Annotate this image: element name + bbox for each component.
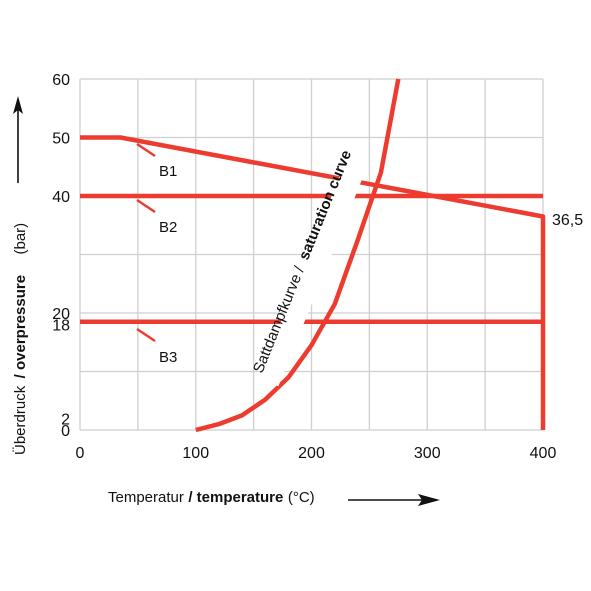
x-axis-title: Temperatur / temperature (°C) [108, 489, 315, 506]
b3-leader [136, 327, 156, 343]
x-axis-title-normal: Temperatur [108, 489, 184, 506]
b2-leader [136, 198, 156, 214]
y-tick-label: 40 [52, 189, 70, 206]
x-axis-arrow-icon [348, 494, 440, 506]
series-line-saturation-curve [195, 78, 401, 433]
b1-leader [136, 142, 156, 158]
y-axis-title-normal: Überdruck [11, 385, 29, 455]
y-axis-arrow-icon [13, 96, 23, 183]
b1-label: B1 [159, 163, 177, 180]
x-axis-title-bold: / temperature [188, 489, 283, 506]
x-tick-label: 300 [414, 445, 441, 462]
y-tick-label: 60 [52, 72, 70, 89]
series-group [80, 78, 546, 433]
b3-label: B3 [159, 349, 177, 366]
x-axis-ticks: 0 100 200 300 400 [76, 445, 557, 462]
y-tick-label: 0 [61, 423, 70, 440]
x-tick-label: 100 [182, 445, 209, 462]
x-tick-label: 400 [530, 445, 557, 462]
y-axis-title: Überdruck / overpressure (bar) [11, 223, 29, 455]
y-tick-label: 20 [52, 306, 70, 323]
y-axis-title-bold: / overpressure [12, 275, 29, 378]
y-tick-label: 18 [52, 318, 70, 335]
x-tick-label: 200 [298, 445, 325, 462]
y-tick-label: 2 [61, 411, 70, 428]
curve-label: Sattdampfkurve / saturation curve [250, 148, 355, 376]
x-tick-label: 0 [76, 445, 85, 462]
x-axis-title-unit: (°C) [288, 489, 315, 506]
y-tick-label: 50 [52, 131, 70, 148]
y-axis-title-unit: (bar) [12, 223, 29, 255]
value-annotation-36-5: 36,5 [552, 212, 583, 229]
b2-label: B2 [159, 219, 177, 236]
curve-label-background [258, 166, 364, 387]
